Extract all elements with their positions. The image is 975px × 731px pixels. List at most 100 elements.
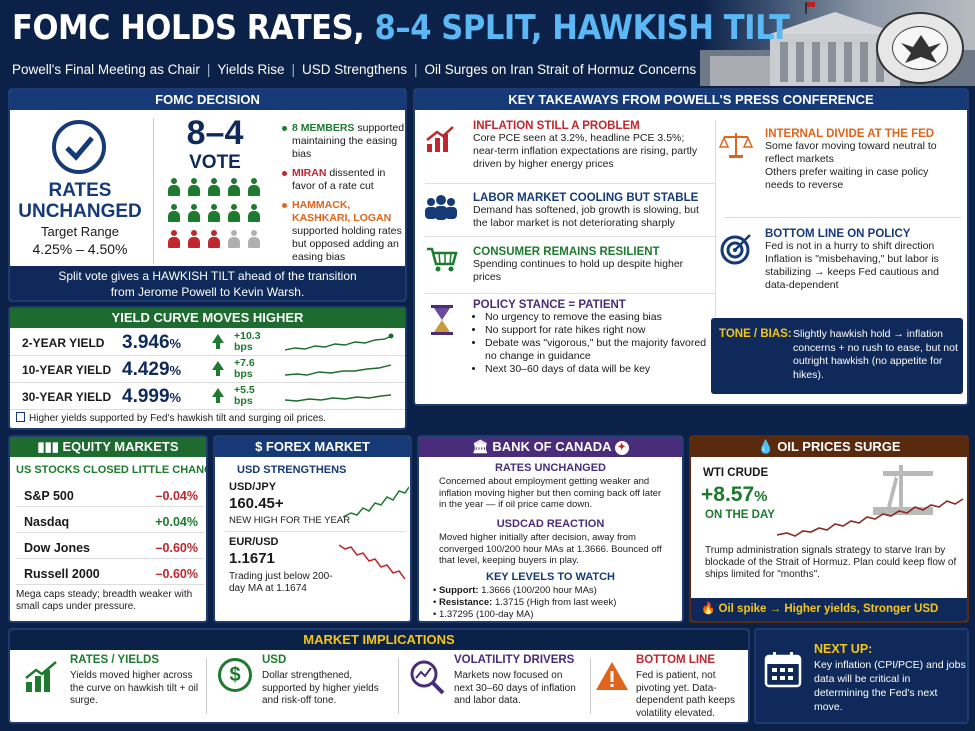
person-icon <box>248 204 260 222</box>
equity-row: S&P 500 –0.04% <box>16 485 204 507</box>
equity-header: ▮▮▮ EQUITY MARKETS <box>10 437 206 457</box>
yield-change: +7.6 bps <box>234 357 255 380</box>
yield-note: Higher yields supported by Fed's hawkish… <box>16 412 326 425</box>
target-icon <box>719 232 753 271</box>
takeaway-policy: POLICY STANCE = PATIENT No urgency to re… <box>473 299 713 376</box>
takeaways-header: KEY TAKEAWAYS FROM POWELL'S PRESS CONFER… <box>415 90 967 110</box>
target-label: Target Range <box>40 224 120 239</box>
person-icon <box>188 178 200 196</box>
oil-change: +8.57% <box>701 483 768 506</box>
implications-panel: MARKET IMPLICATIONS RATES / YIELDS Yield… <box>8 628 750 724</box>
person-icon <box>248 178 260 196</box>
oil-panel: 💧 OIL PRICES SURGE WTI CRUDE +8.57% ON T… <box>689 435 969 623</box>
next-up-panel: NEXT UP: Key inflation (CPI/PCE) and job… <box>754 628 969 724</box>
takeaway-divide: INTERNAL DIVIDE AT THE FED Some favor mov… <box>765 128 937 191</box>
yield-sparkline <box>285 394 392 402</box>
takeaway-bottom-line: BOTTOM LINE ON POLICY Fed is not in a hur… <box>765 228 939 291</box>
index-name: S&P 500 <box>24 489 74 503</box>
yield-label: 10-YEAR YIELD <box>22 363 112 377</box>
person-icon <box>188 204 200 222</box>
boc-sub2: USDCAD REACTION <box>496 518 605 530</box>
index-change: –0.60% <box>155 541 198 555</box>
oil-footer: 🔥 Oil spike → Higher yields, Stronger US… <box>691 598 967 621</box>
person-icon <box>168 204 180 222</box>
yield-sparkline <box>285 364 392 376</box>
index-change: +0.04% <box>155 515 198 529</box>
bar-chart-icon <box>25 661 57 692</box>
chart-up-icon <box>425 124 457 159</box>
unchanged-label: UNCHANGED <box>18 201 142 222</box>
usdjpy-label: USD/JPY <box>229 481 277 493</box>
usdjpy-sparkline <box>343 486 409 518</box>
forex-header: $ FOREX MARKET <box>215 437 410 457</box>
person-icon <box>208 230 220 248</box>
yield-change: +10.3 bps <box>234 330 261 353</box>
index-name: Dow Jones <box>24 541 90 555</box>
yield-label: 2-YEAR YIELD <box>22 336 105 350</box>
index-name: Russell 2000 <box>24 567 100 581</box>
takeaway-consumer: CONSUMER REMAINS RESILIENT Spending conti… <box>473 246 684 283</box>
equity-panel: ▮▮▮ EQUITY MARKETS US STOCKS CLOSED LITT… <box>8 435 208 623</box>
usdjpy-value: 160.45+ <box>229 495 284 512</box>
equity-row: Nasdaq +0.04% <box>16 511 204 533</box>
yield-value: 4.429% <box>122 359 182 380</box>
forex-panel: $ FOREX MARKET USD STRENGTHENS USD/JPY 1… <box>213 435 412 623</box>
eurusd-sparkline <box>339 544 405 580</box>
tone-box: TONE / BIAS: Slightly hawkish hold → inf… <box>711 318 963 394</box>
equity-note: Mega caps steady; breadth weaker with sm… <box>16 589 193 612</box>
equity-row: Russell 2000 –0.60% <box>16 563 204 585</box>
fomc-header: FOMC DECISION <box>10 90 405 110</box>
oil-text: Trump administration signals strategy to… <box>705 545 957 580</box>
yield-curve-panel: YIELD CURVE MOVES HIGHER 2-YEAR YIELD 3.9… <box>8 306 407 430</box>
takeaway-inflation: INFLATION STILL A PROBLEM Core PCE seen a… <box>473 120 698 170</box>
implications-header: MARKET IMPLICATIONS <box>10 630 748 650</box>
person-icon <box>228 178 240 196</box>
implication-volatility: VOLATILITY DRIVERS Markets now focused o… <box>406 652 586 718</box>
yield-row: 30-YEAR YIELD 4.999% +5.5 bps <box>10 384 405 410</box>
calendar-icon <box>764 652 802 688</box>
vote-label: VOTE <box>189 152 241 173</box>
person-icon <box>188 230 200 248</box>
boc-sub3: KEY LEVELS TO WATCH <box>486 571 615 583</box>
implication-rates: RATES / YIELDS Yields moved higher acros… <box>22 652 202 718</box>
person-icon <box>208 204 220 222</box>
eurusd-value: 1.1671 <box>229 550 275 567</box>
next-up-text: Key inflation (CPI/PCE) and jobs data wi… <box>814 659 966 713</box>
page-subtitle: Powell's Final Meeting as Chair | Yields R… <box>12 62 697 77</box>
yield-row: 2-YEAR YIELD 3.946% +10.3 bps <box>10 330 405 356</box>
up-arrow-icon <box>212 334 224 343</box>
up-arrow-icon <box>212 361 224 370</box>
fomc-decision-panel: FOMC DECISION RATES UNCHANGED Target Ran… <box>8 88 407 302</box>
person-icon <box>228 204 240 222</box>
federal-reserve-seal <box>876 12 964 84</box>
takeaways-panel: KEY TAKEAWAYS FROM POWELL'S PRESS CONFER… <box>413 88 969 406</box>
rates-label: RATES <box>48 180 112 201</box>
boc-text1: Concerned about employment getting weake… <box>439 476 662 510</box>
yield-label: 30-YEAR YIELD <box>22 390 112 404</box>
yield-header: YIELD CURVE MOVES HIGHER <box>10 308 405 328</box>
index-change: –0.04% <box>155 489 198 503</box>
person-icon <box>168 230 180 248</box>
oil-day: ON THE DAY <box>705 509 775 521</box>
hourglass-icon <box>429 304 455 341</box>
index-name: Nasdaq <box>24 515 70 529</box>
fomc-footer: Split vote gives a HAWKISH TILT ahead of… <box>10 266 405 300</box>
boc-header: 🏛 BANK OF CANADA ✦ <box>419 437 682 457</box>
next-up-title: NEXT UP: <box>814 642 873 656</box>
person-icon <box>208 178 220 196</box>
eurusd-label: EUR/USD <box>229 536 279 548</box>
target-range: 4.25% – 4.50% <box>32 241 128 257</box>
vote-people-icons <box>168 178 268 258</box>
usdjpy-note: NEW HIGH FOR THE YEAR <box>229 515 351 526</box>
yield-value: 3.946% <box>122 332 182 353</box>
implication-usd: $ USD Dollar strengthened, supported by … <box>214 652 394 718</box>
vote-breakdown: 8 MEMBERS supported maintaining the easi… <box>282 122 405 264</box>
person-icon <box>248 230 260 248</box>
up-arrow-icon <box>212 388 224 397</box>
yield-change: +5.5 bps <box>234 384 255 407</box>
people-icon <box>423 194 459 227</box>
warning-icon <box>596 662 628 690</box>
page-title: FOMC HOLDS RATES, 8–4 SPLIT, HAWKISH TIL… <box>12 8 790 48</box>
equity-row: Dow Jones –0.60% <box>16 537 204 559</box>
index-change: –0.60% <box>155 567 198 581</box>
